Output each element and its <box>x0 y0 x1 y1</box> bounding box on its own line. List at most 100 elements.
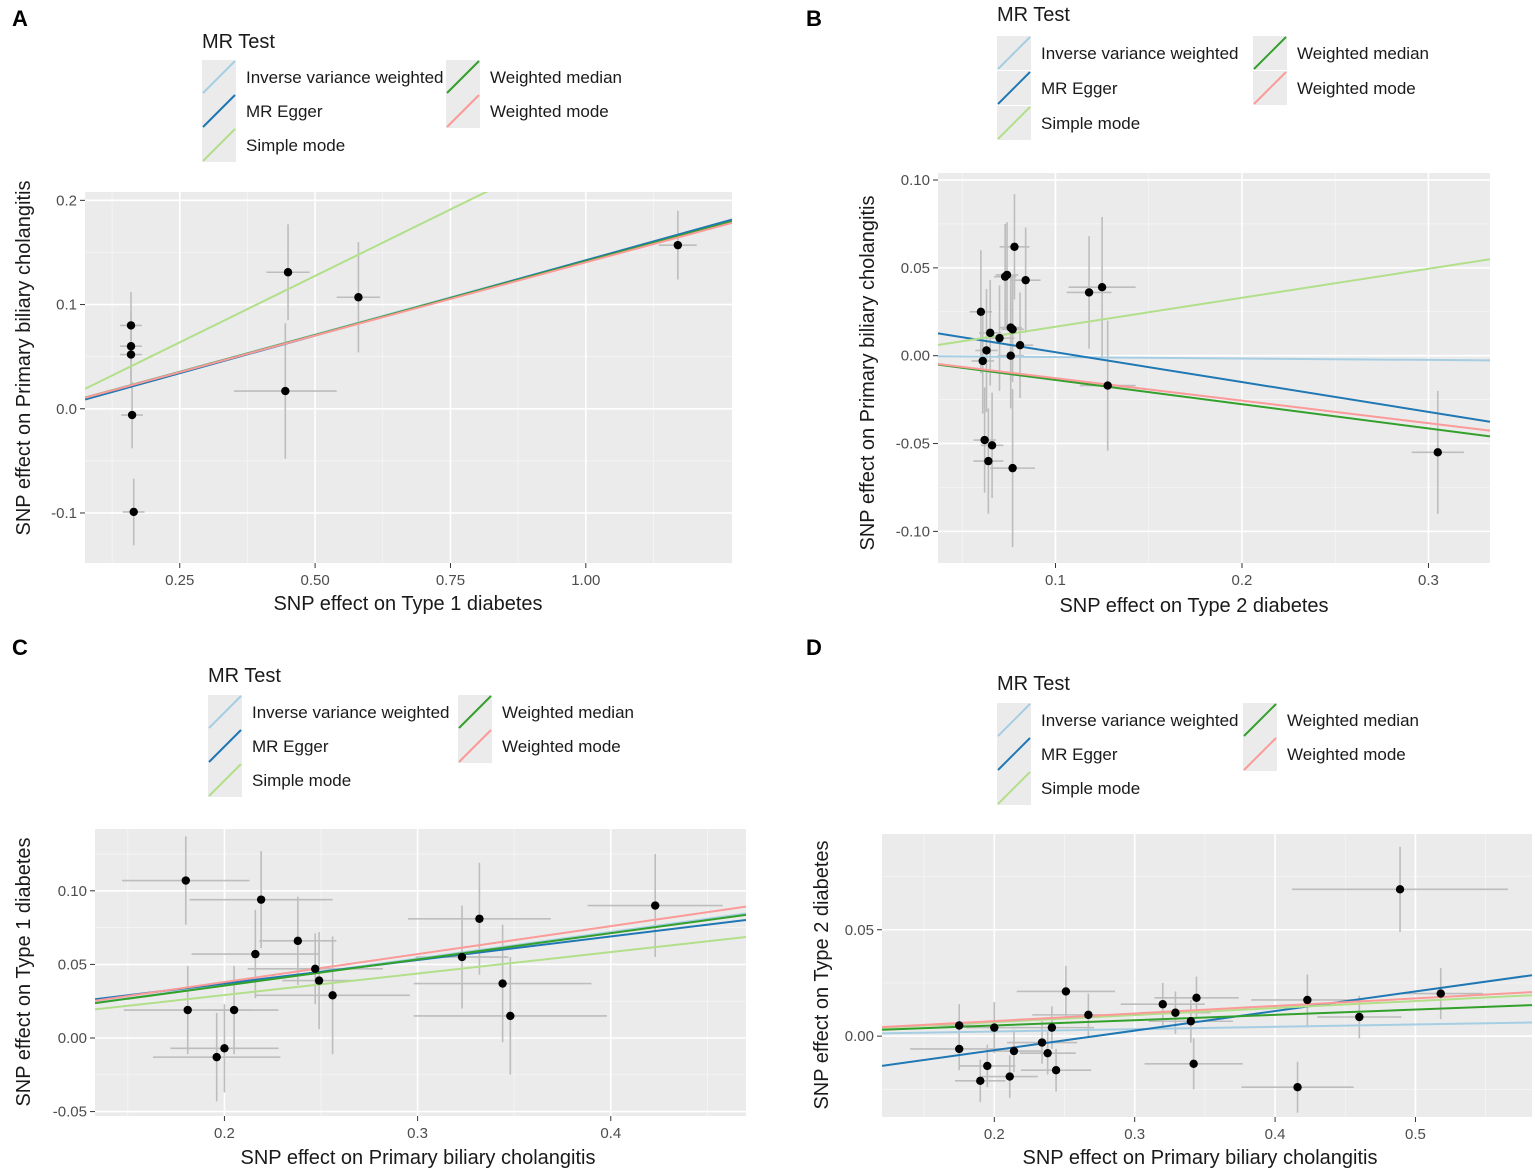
data-point <box>1433 448 1442 457</box>
data-point <box>1005 1072 1014 1081</box>
data-point <box>1293 1083 1302 1092</box>
plot-marks <box>882 846 1532 1113</box>
gridlines <box>938 173 1490 563</box>
data-point <box>220 1044 229 1053</box>
data-point <box>1009 1046 1019 1056</box>
y-tick-label: 0.2 <box>56 192 77 209</box>
legend-item: Weighted median <box>1253 36 1429 70</box>
panel-letter: C <box>12 635 28 660</box>
legend: MR Test Inverse variance weighted MR Egger… <box>208 665 634 797</box>
panel-letter: D <box>806 635 822 660</box>
data-point <box>328 991 337 1000</box>
legend-item: MR Egger <box>202 94 323 128</box>
data-point <box>980 435 989 445</box>
legend-item: Weighted median <box>1243 703 1419 737</box>
x-tick-label: 0.75 <box>436 572 465 589</box>
y-axis-title: SNP effect on Primary biliary cholangiti… <box>13 181 35 536</box>
data-point <box>126 321 136 330</box>
legend-key-line <box>208 695 242 729</box>
data-point <box>212 1052 221 1062</box>
legend-key-line <box>997 36 1031 70</box>
legend-item: MR Egger <box>997 737 1118 771</box>
data-point <box>1355 1012 1364 1022</box>
data-point <box>229 1005 239 1015</box>
legend-key-line <box>202 60 236 94</box>
y-tick-label: 0.10 <box>58 883 87 900</box>
legend-key-line <box>997 106 1031 140</box>
legend-item: MR Egger <box>208 729 329 763</box>
plot-background <box>882 834 1532 1117</box>
legend-item: Inverse variance weighted <box>997 36 1239 70</box>
legend-label: Inverse variance weighted <box>1041 44 1239 63</box>
legend-item: Inverse variance weighted <box>997 703 1239 737</box>
data-point <box>281 386 290 396</box>
data-point <box>1097 282 1107 292</box>
data-point <box>1043 1048 1052 1058</box>
legend-label: Inverse variance weighted <box>246 68 444 87</box>
x-tick-label: 0.5 <box>1405 1126 1426 1143</box>
x-axis-title: SNP effect on Type 1 diabetes <box>273 593 542 615</box>
legend-label: Weighted median <box>490 68 622 87</box>
legend-label: Weighted median <box>1287 711 1419 730</box>
y-tick-label: 0.0 <box>56 401 77 418</box>
gridlines <box>95 829 746 1116</box>
y-tick-label: -0.10 <box>896 523 930 540</box>
data-point <box>976 307 986 316</box>
legend-key-line <box>997 71 1031 105</box>
panel-a: A MR Test Inverse variance weighted MR Egge… <box>12 6 732 615</box>
data-point <box>1015 340 1025 350</box>
data-point <box>1192 993 1201 1003</box>
x-tick-label: 0.3 <box>407 1125 428 1142</box>
legend-item: Simple mode <box>997 771 1140 805</box>
line-weighted-median <box>938 363 1490 438</box>
x-axis-title: SNP effect on Primary biliary cholangiti… <box>1023 1147 1378 1169</box>
data-point <box>127 410 137 420</box>
data-point <box>1158 1000 1167 1009</box>
legend-item: Weighted mode <box>458 729 621 763</box>
data-point <box>987 441 997 450</box>
data-point <box>126 350 136 359</box>
x-tick-label: 0.50 <box>301 572 330 589</box>
data-point <box>976 1076 985 1086</box>
data-point <box>651 901 660 910</box>
legend-key-line <box>202 128 236 162</box>
line-mr-egger <box>882 974 1532 1067</box>
data-point <box>982 346 991 355</box>
line-weighted-mode <box>938 363 1490 432</box>
line-simple-mode <box>85 192 489 390</box>
plot-marks <box>938 194 1490 548</box>
legend-label: MR Egger <box>252 737 329 756</box>
x-axis-title: SNP effect on Primary biliary cholangiti… <box>241 1147 596 1169</box>
legend-item: Weighted mode <box>1243 737 1406 771</box>
data-point <box>978 356 987 366</box>
line-weighted-median <box>95 913 746 1005</box>
data-point <box>1186 1017 1196 1026</box>
legend-key-line <box>1243 703 1277 737</box>
data-point <box>283 268 293 277</box>
data-point <box>673 240 683 250</box>
gridlines <box>882 834 1532 1117</box>
legend-key-line <box>446 94 480 128</box>
data-point <box>1303 995 1312 1005</box>
legend-key-line <box>458 695 492 729</box>
x-tick-label: 0.1 <box>1045 572 1066 589</box>
panel-d: D MR Test Inverse variance weighted MR Egge… <box>806 635 1532 1169</box>
legend-key-line <box>997 771 1031 805</box>
data-point <box>1037 1038 1047 1047</box>
data-point <box>1189 1059 1198 1069</box>
y-axis-title: SNP effect on Primary biliary cholangiti… <box>857 196 879 551</box>
legend-label: Weighted mode <box>1297 79 1416 98</box>
x-tick-label: 0.25 <box>165 572 194 589</box>
legend: MR Test Inverse variance weighted MR Egger… <box>202 31 622 162</box>
data-point <box>181 876 190 885</box>
legend-item: Simple mode <box>997 106 1140 140</box>
legend-key-line <box>202 94 236 128</box>
plot-background <box>938 173 1490 563</box>
legend-item: Simple mode <box>202 128 345 162</box>
data-point <box>984 456 993 466</box>
line-weighted-median <box>882 1004 1532 1031</box>
legend-key-line <box>1243 737 1277 771</box>
x-tick-label: 0.3 <box>1124 1126 1145 1143</box>
line-mr-egger <box>938 332 1490 423</box>
